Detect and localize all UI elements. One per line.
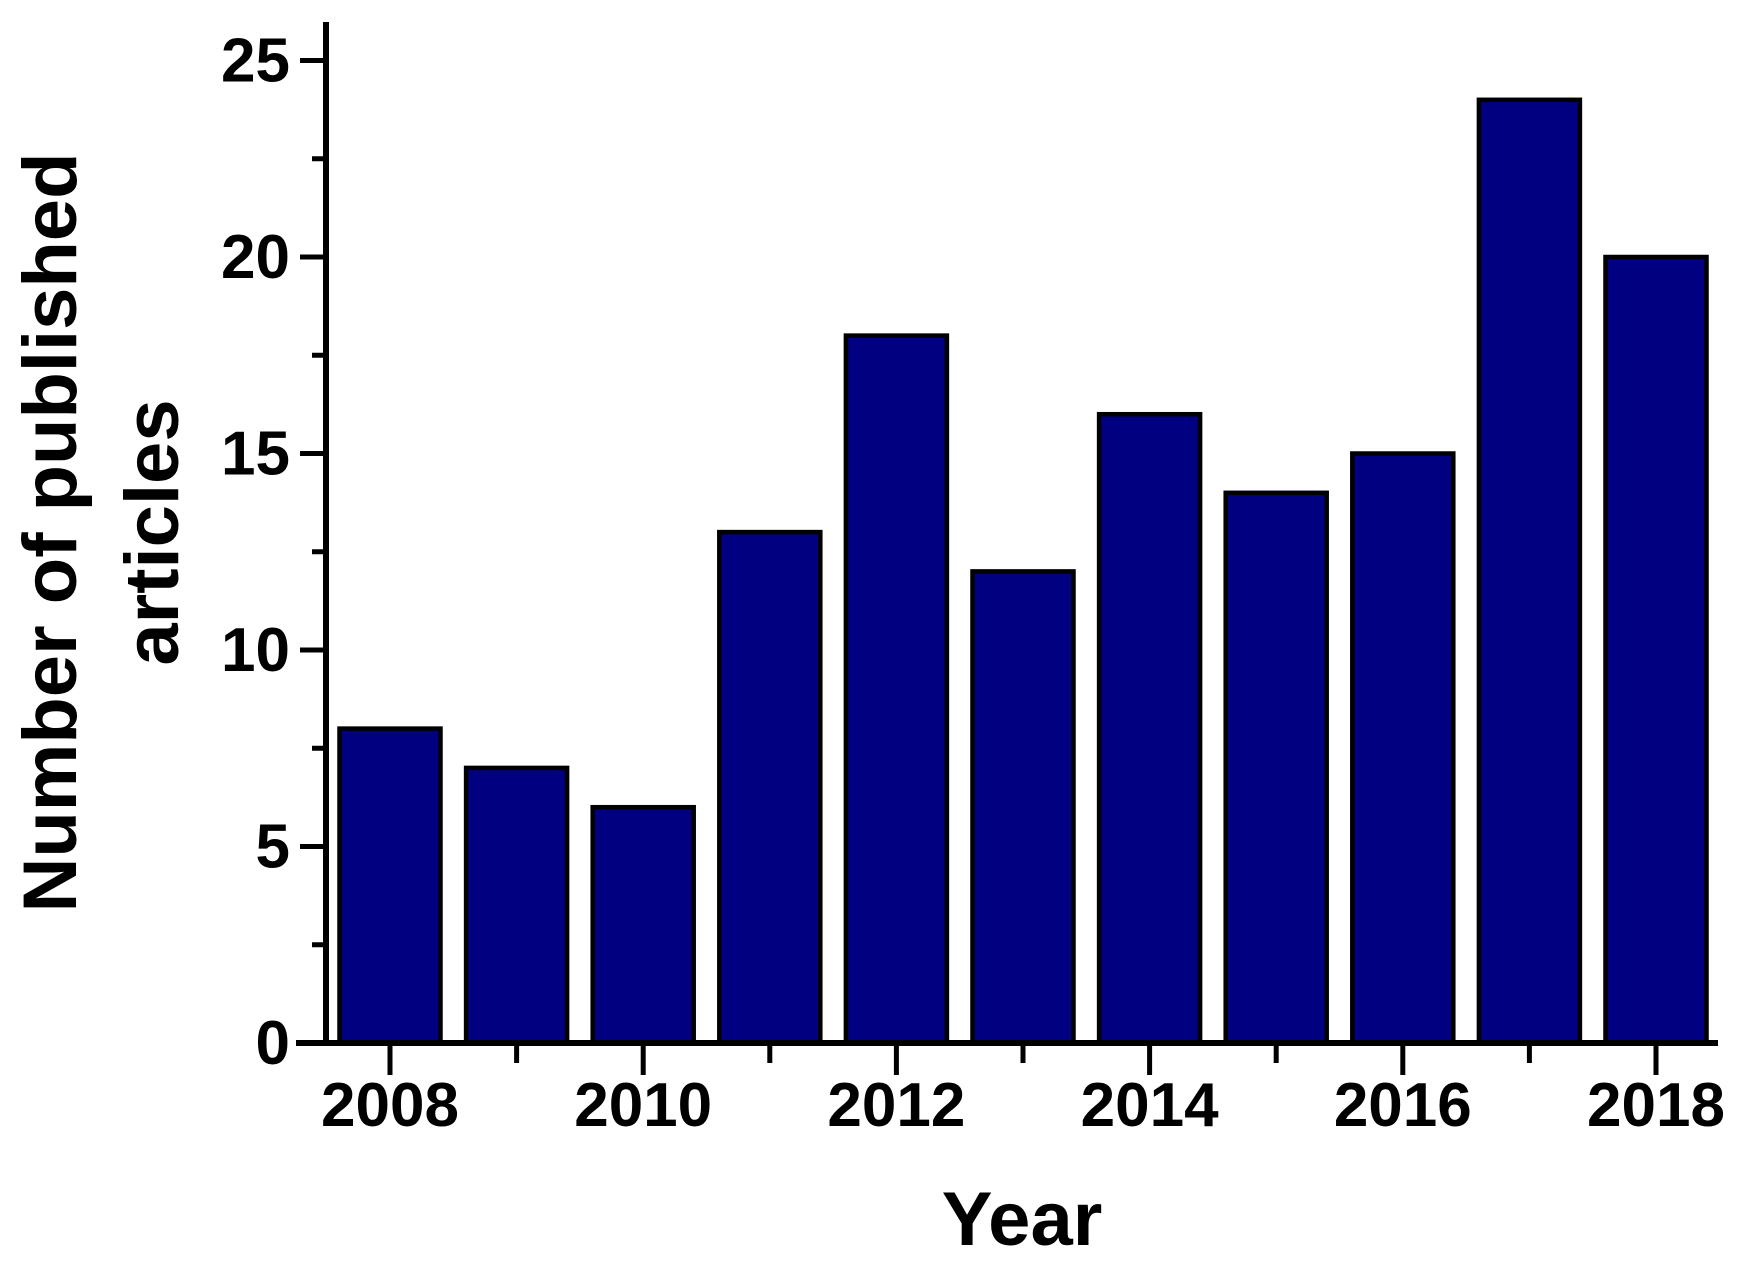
bar-2016 (1350, 451, 1456, 1046)
y-tick-label: 0 (256, 1009, 290, 1078)
bar-2012 (843, 333, 950, 1046)
bar-2018 (1603, 254, 1709, 1046)
bar-2015 (1223, 490, 1329, 1046)
x-tick-label: 2010 (574, 1071, 712, 1140)
y-tick-label: 15 (221, 420, 290, 489)
y-axis-title-line1: Number of published (8, 153, 93, 913)
x-tick-label: 2012 (827, 1071, 965, 1140)
y-tick-label: 20 (221, 223, 290, 292)
x-axis-title: Year (942, 1177, 1103, 1262)
y-tick-label: 5 (256, 813, 290, 882)
bar-2009 (463, 765, 570, 1046)
bar-2017 (1476, 97, 1583, 1046)
bar-2013 (970, 569, 1076, 1046)
y-tick-label: 10 (221, 616, 290, 685)
x-tick-label: 2018 (1587, 1071, 1725, 1140)
x-tick-label: 2016 (1334, 1071, 1472, 1140)
bar-2010 (590, 804, 696, 1046)
y-axis-title-line2: articles (110, 399, 195, 665)
bar-2014 (1096, 411, 1203, 1046)
bar-2008 (337, 726, 443, 1046)
y-tick-label: 25 (221, 27, 290, 96)
bar-2011 (717, 529, 823, 1046)
x-tick-label: 2014 (1081, 1071, 1219, 1140)
x-tick-label: 2008 (321, 1071, 459, 1140)
